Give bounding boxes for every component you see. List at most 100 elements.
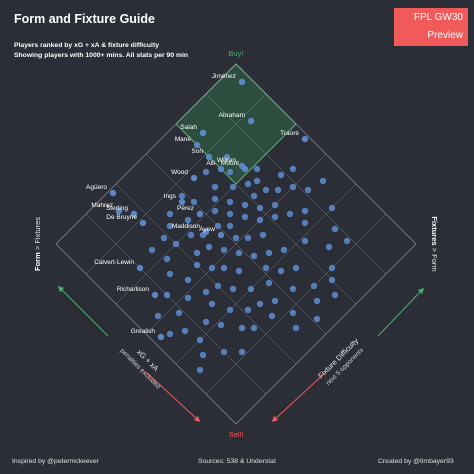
right-axis-label: Fixtures > Form: [430, 216, 439, 271]
player-point-34: [235, 267, 243, 275]
player-point-90: [268, 312, 276, 320]
player-point-76: [331, 225, 339, 233]
player-point-66: [196, 336, 204, 344]
player-point-labeled-7: [217, 165, 225, 173]
right-axis-bold: Fixtures: [430, 216, 439, 245]
player-point-39: [229, 285, 237, 293]
player-point-24: [211, 207, 219, 215]
player-point-72: [196, 366, 204, 374]
player-point-92: [190, 198, 198, 206]
player-point-87: [277, 267, 285, 275]
player-point-96: [178, 192, 186, 200]
player-point-labeled-18: [217, 231, 225, 239]
player-point-68: [220, 348, 228, 356]
player-point-89: [292, 324, 300, 332]
player-point-labeled-20: [157, 333, 165, 341]
player-point-labeled-9: [109, 189, 117, 197]
player-point-53: [184, 276, 192, 284]
player-point-labeled-3: [301, 135, 309, 143]
player-point-84: [328, 276, 336, 284]
chart-points: [109, 78, 351, 374]
player-point-58: [250, 324, 258, 332]
badge-preview: Preview: [427, 30, 463, 41]
player-point-25: [211, 195, 219, 203]
player-label-10: Mahrez: [91, 202, 113, 209]
player-point-12: [226, 198, 234, 206]
player-label-18: Ayew: [199, 226, 215, 233]
player-point-47: [193, 249, 201, 257]
player-point-29: [220, 246, 228, 254]
player-label-20: Grealish: [131, 328, 156, 335]
left-axis-rest: > Fixtures: [33, 217, 42, 252]
player-label-15: Pérez: [177, 205, 194, 212]
player-point-3: [244, 180, 252, 188]
player-point-17: [286, 210, 294, 218]
player-point-40: [247, 285, 255, 293]
player-label-17: Maddison: [172, 223, 201, 230]
player-point-4: [253, 177, 261, 185]
player-point-labeled-12: [139, 219, 147, 227]
arrow-left-down: [145, 371, 201, 423]
player-point-labeled-2: [199, 129, 207, 137]
player-point-75: [289, 165, 297, 173]
player-label-0: Jiménez: [212, 73, 236, 80]
player-point-7: [262, 186, 270, 194]
player-point-62: [148, 246, 156, 254]
player-point-81: [292, 264, 300, 272]
player-label-16: Calvert-Lewin: [94, 259, 134, 266]
player-label-3: Traoré: [280, 130, 299, 137]
player-point-74: [304, 186, 312, 194]
player-label-8: Mount: [221, 160, 239, 167]
player-point-30: [235, 249, 243, 257]
player-point-labeled-16: [136, 264, 144, 272]
player-point-82: [289, 285, 297, 293]
right-axis-rest: > Form: [430, 246, 439, 272]
player-point-6: [250, 192, 258, 200]
player-point-64: [175, 309, 183, 317]
player-label-6: Willian: [217, 157, 237, 164]
player-label-4: Mané: [175, 136, 192, 143]
player-point-33: [280, 246, 288, 254]
player-point-51: [166, 210, 174, 218]
left-axis-label: Form > Fixtures: [33, 217, 42, 271]
player-point-49: [184, 216, 192, 224]
player-point-95: [277, 171, 285, 179]
player-point-55: [202, 318, 210, 326]
player-point-42: [262, 264, 270, 272]
grid-line-xga-6: [55, 63, 237, 245]
player-point-13: [226, 210, 234, 218]
player-point-78: [325, 243, 333, 251]
player-point-70: [154, 312, 162, 320]
grid-line-fixture-6: [235, 63, 417, 245]
player-point-85: [313, 297, 321, 305]
corner-label-sell: Sell!: [229, 430, 244, 439]
player-point-77: [301, 237, 309, 245]
player-point-45: [226, 306, 234, 314]
player-point-32: [265, 249, 273, 257]
player-point-46: [244, 306, 252, 314]
player-point-54: [184, 294, 192, 302]
player-label-11: Sterling: [106, 205, 128, 212]
player-point-labeled-8: [241, 165, 249, 173]
player-point-91: [301, 219, 309, 227]
badge-gameweek: FPL GW30: [413, 12, 463, 23]
left-axis-bold: Form: [33, 252, 42, 271]
footer-inspired-by: Inspired by @petermckeever: [12, 458, 99, 465]
player-point-labeled-1: [247, 117, 255, 125]
player-point-15: [256, 216, 264, 224]
player-point-16: [271, 213, 279, 221]
player-point-63: [163, 291, 171, 299]
player-point-37: [193, 261, 201, 269]
grid-line-fixture-5: [205, 93, 387, 275]
player-label-14: Ings: [164, 193, 177, 200]
player-point-labeled-19: [151, 291, 159, 299]
player-point-labeled-10: [115, 207, 123, 215]
gameweek-badge: FPL GW30 Preview: [394, 8, 468, 46]
player-point-36: [208, 264, 216, 272]
page-title: Form and Fixture Guide: [14, 12, 155, 26]
player-point-35: [220, 264, 228, 272]
player-point-2: [229, 183, 237, 191]
player-point-9: [271, 201, 279, 209]
player-point-57: [238, 324, 246, 332]
